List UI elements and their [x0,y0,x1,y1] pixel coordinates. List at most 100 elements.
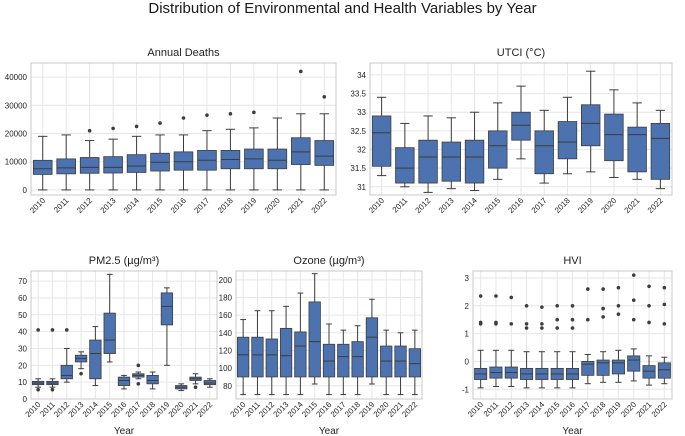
box-2016 [565,303,580,389]
outlier-point [616,285,621,290]
box-iqr [146,375,159,385]
box-2017 [581,287,595,385]
box-2019 [160,287,174,366]
outlier-point [181,116,186,120]
box-2014 [294,292,307,396]
box-iqr [265,338,278,378]
box-iqr [650,123,671,180]
x-tick-label: 2018 [589,400,608,419]
y-tick-label: 200 [219,276,233,285]
box-2022 [314,95,335,191]
outlier-point [555,326,559,330]
box-iqr [103,312,116,354]
y-tick-label: 33.5 [350,90,366,99]
box-2021 [627,102,647,180]
x-axis-label: Year [319,426,340,436]
x-tick-label: 2014 [527,400,546,419]
box-iqr [337,343,350,378]
y-tick-label: 120 [219,346,233,355]
x-tick-label: 2010 [466,400,485,419]
box-2019 [611,285,625,383]
y-tick-label: 50 [18,311,27,320]
y-tick-label: 160 [219,311,233,320]
box-2020 [380,329,393,396]
y-tick-label: 0 [465,357,470,366]
box-2018 [146,371,159,390]
box-iqr [371,115,392,167]
x-tick-label: 2018 [216,196,235,215]
box-iqr [279,327,293,378]
y-tick-label: 32 [357,146,366,155]
x-tick-label: 2022 [650,400,669,419]
outlier-point [631,273,636,277]
box-2021 [189,373,202,390]
y-tick-label: 10 [18,378,27,387]
box-2020 [175,383,188,392]
box-iqr [581,104,601,147]
box-2010 [32,135,53,191]
x-tick-label: 2022 [646,196,665,215]
box-iqr [418,139,438,184]
outlier-point [601,315,605,319]
plot-frame [235,270,423,400]
outlier-point [647,303,651,308]
y-tick-label: 40000 [5,73,28,82]
box-2022 [650,109,671,190]
chart-panel-5: -101232010201120122013201420152016201720… [462,255,673,436]
outlier-point [478,320,483,325]
box-2014 [535,305,549,389]
x-tick-label: 2018 [553,196,572,215]
outlier-point [494,320,498,325]
outlier-point [158,121,162,125]
box-iqr [291,137,311,165]
outlier-point [647,320,651,325]
subplot-title: PM2.5 (µg/m³) [89,255,160,267]
box-iqr [657,362,671,379]
box-2019 [244,110,264,191]
outlier-point [616,312,621,316]
box-iqr [294,331,307,378]
x-tick-label: 2019 [604,400,623,419]
x-tick-label: 2013 [437,196,456,215]
x-tick-label: 2016 [169,196,188,215]
outlier-point [50,328,55,332]
box-2010 [371,96,392,177]
box-iqr [237,336,250,378]
x-tick-label: 2020 [599,196,618,215]
box-2018 [220,111,241,191]
x-tick-label: 2021 [623,196,642,215]
box-2013 [74,351,88,376]
outlier-point [555,317,559,322]
plot-frame [30,270,218,400]
box-2021 [642,284,656,386]
outlier-point [586,317,590,322]
box-2014 [464,111,485,192]
box-2016 [173,116,194,191]
box-iqr [464,139,485,184]
box-2012 [418,115,438,193]
box-iqr [308,301,321,378]
y-tick-label: 3 [465,274,470,283]
outlier-point [662,322,667,326]
box-2012 [79,128,100,191]
box-2011 [395,122,415,188]
box-iqr [32,159,53,175]
outlier-point [540,326,544,330]
x-tick-label: 2015 [483,196,502,215]
box-2015 [550,303,564,389]
box-2022 [203,378,216,388]
box-2015 [150,121,170,191]
y-tick-label: 34 [357,71,366,80]
y-tick-label: 1 [465,330,470,339]
box-iqr [60,364,73,380]
box-iqr [604,113,624,162]
outlier-point [524,326,529,330]
box-2022 [408,329,421,396]
box-2013 [279,305,293,396]
x-tick-label: 2010 [367,196,386,215]
chart-panel-3: 0102030405060702010201120122013201420152… [18,255,218,436]
y-tick-label: 140 [219,329,233,338]
box-2018 [596,287,610,383]
box-iqr [351,341,364,378]
